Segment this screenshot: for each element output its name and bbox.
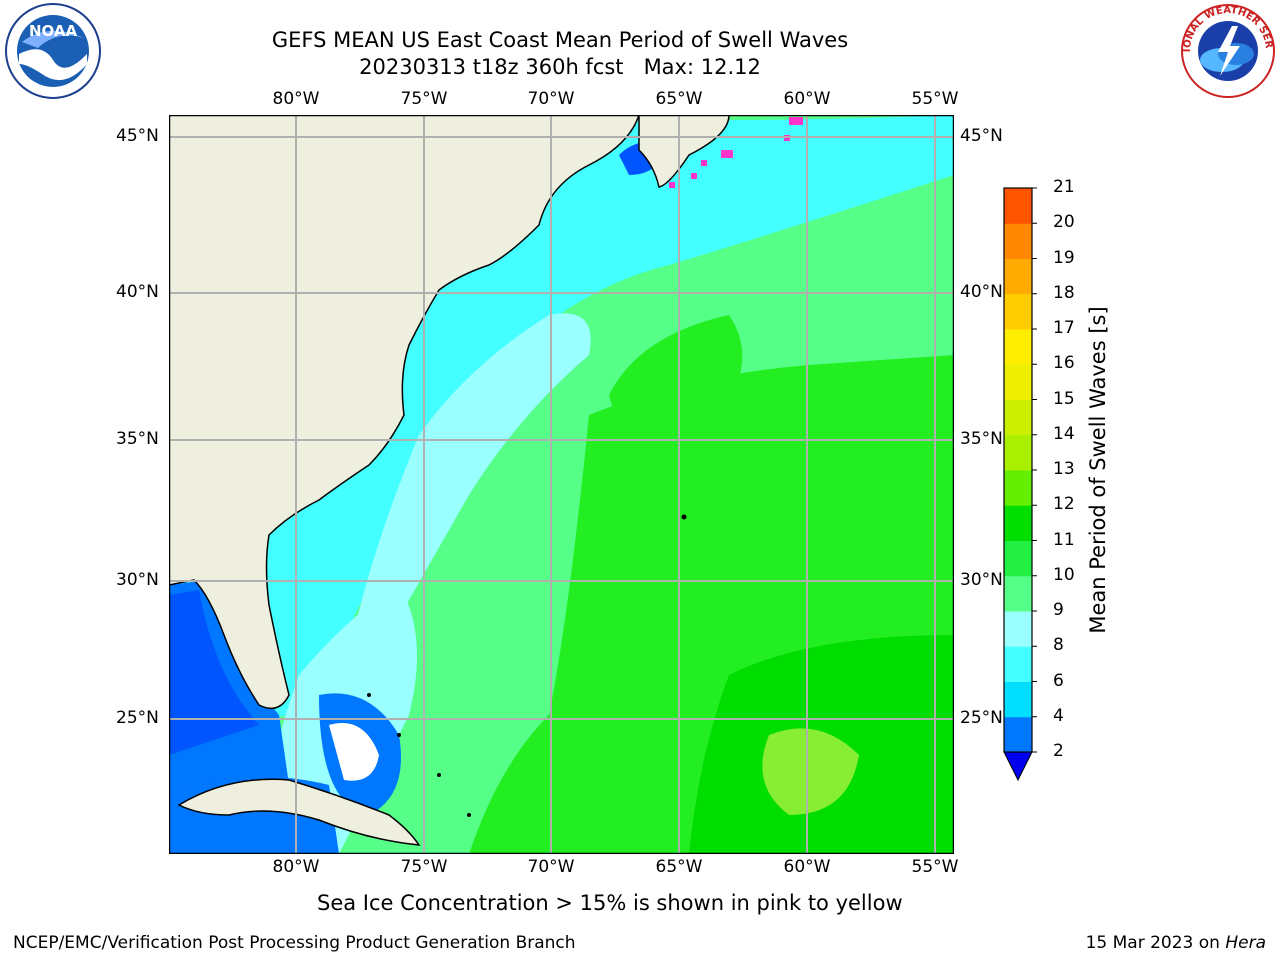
footer-host: Hera [1225, 933, 1266, 953]
footer-date: 15 Mar 2023 on Hera [1086, 933, 1266, 953]
chart-title: GEFS MEAN US East Coast Mean Period of S… [271, 28, 849, 52]
colorbar-segment [1004, 399, 1032, 436]
sea-ice-pixel [691, 173, 697, 179]
sea-ice-pixel [701, 160, 707, 166]
lon-label-bottom-70w: 70°W [527, 857, 575, 877]
footer-organization: NCEP/EMC/Verification Post Processing Pr… [13, 933, 576, 953]
map-gridlines [169, 115, 954, 854]
lat-label-left-25n: 25°N [116, 708, 159, 728]
lat-label-left-35n: 35°N [116, 429, 159, 449]
colorbar-segment [1004, 470, 1032, 506]
lon-label-bottom-75w: 75°W [400, 857, 448, 877]
noaa-logo-text: NOAA [29, 22, 78, 40]
colorbar-segment [1004, 364, 1032, 400]
colorbar-tick-label: 19 [1053, 247, 1075, 268]
sea-ice-pixel [789, 117, 803, 125]
sea-ice-note: Sea Ice Concentration > 15% is shown in … [317, 891, 903, 915]
ocean-lime-patch [762, 728, 859, 815]
bahamas-bank-white [329, 723, 379, 781]
lon-label-top-80w: 80°W [272, 89, 320, 109]
colorbar-segment [1004, 646, 1032, 682]
colorbar-tick-label: 10 [1053, 564, 1075, 585]
colorbar-segment [1004, 575, 1032, 612]
bahamas-island-4 [467, 813, 471, 817]
us-east-coast-land [169, 115, 640, 710]
colorbar-tick-label: 18 [1053, 282, 1075, 303]
lat-label-left-40n: 40°N [116, 282, 159, 302]
colorbar-extend-triangle [1003, 751, 1033, 782]
colorbar-tick-label: 6 [1053, 670, 1064, 691]
bermuda-island [681, 514, 687, 520]
colorbar-title: Mean Period of Swell Waves [s] [1086, 306, 1110, 634]
colorbar-segment [1004, 329, 1032, 365]
lon-label-top-75w: 75°W [400, 89, 448, 109]
map-frame [169, 115, 954, 854]
colorbar-tick-label: 17 [1053, 318, 1075, 338]
colorbar-segment [1004, 716, 1032, 753]
footer-date-text: 15 Mar 2023 on [1085, 933, 1226, 953]
colorbar-segment [1004, 611, 1032, 647]
bahamas-island-3 [437, 773, 441, 777]
lon-label-bottom-80w: 80°W [272, 857, 320, 877]
colorbar-tick-label: 15 [1053, 388, 1075, 409]
lon-label-top-65w: 65°W [655, 89, 703, 109]
colorbar-tick-label: 20 [1053, 212, 1075, 233]
lon-label-top-60w: 60°W [783, 89, 831, 109]
lat-label-left-30n: 30°N [116, 570, 159, 590]
colorbar-segment [1004, 540, 1032, 577]
noaa-logo-icon: NOAA [5, 3, 101, 99]
colorbar-segment [1004, 505, 1032, 541]
lat-label-right-30n: 30°N [960, 570, 1003, 590]
lat-label-left-45n: 45°N [116, 126, 159, 146]
colorbar-segment [1004, 293, 1032, 330]
lat-label-right-35n: 35°N [960, 429, 1003, 449]
colorbar-tick-label: 2 [1053, 741, 1064, 761]
colorbar-segment [1004, 681, 1032, 718]
lon-label-top-70w: 70°W [527, 89, 575, 109]
colorbar-tick-label: 11 [1053, 529, 1075, 550]
gulf-deep-blue-region [169, 590, 259, 755]
bahamas-island-1 [367, 693, 371, 697]
lat-label-right-45n: 45°N [960, 126, 1003, 146]
colorbar-tick-label: 21 [1053, 177, 1075, 197]
colorbar-tick-label: 14 [1053, 423, 1075, 444]
nova-scotia-land [638, 115, 730, 188]
colorbar-tick-label: 9 [1053, 600, 1064, 620]
nws-logo-icon: NATIONAL WEATHER SERVICE [1178, 2, 1275, 98]
colorbar-tick-label: 13 [1053, 459, 1075, 479]
lat-label-right-25n: 25°N [960, 708, 1003, 728]
bahamas-island-2 [397, 733, 401, 737]
lon-label-bottom-60w: 60°W [783, 857, 831, 877]
swell-period-map [169, 115, 954, 854]
colorbar-tick-label: 4 [1053, 705, 1064, 726]
colorbar-tick-label: 8 [1053, 635, 1064, 656]
ocean-green-patch [609, 315, 743, 454]
cuba-land [177, 778, 421, 846]
sea-ice-pixel [669, 182, 675, 188]
sea-ice-pixel [721, 150, 733, 158]
lon-label-top-55w: 55°W [911, 89, 959, 109]
colorbar-segment [1004, 258, 1032, 295]
lon-label-bottom-55w: 55°W [911, 857, 959, 877]
colorbar-tick-label: 12 [1053, 494, 1075, 515]
lat-label-right-40n: 40°N [960, 282, 1003, 302]
colorbar [1003, 187, 1037, 782]
colorbar-segment [1004, 188, 1032, 224]
ocean-light-cyan-band [349, 313, 591, 655]
lon-label-bottom-65w: 65°W [655, 857, 703, 877]
colorbar-segment [1004, 223, 1032, 259]
colorbar-segment [1004, 434, 1032, 471]
colorbar-tick-label: 16 [1053, 353, 1075, 374]
chart-subtitle: 20230313 t18z 360h fcst Max: 12.12 [359, 55, 761, 79]
